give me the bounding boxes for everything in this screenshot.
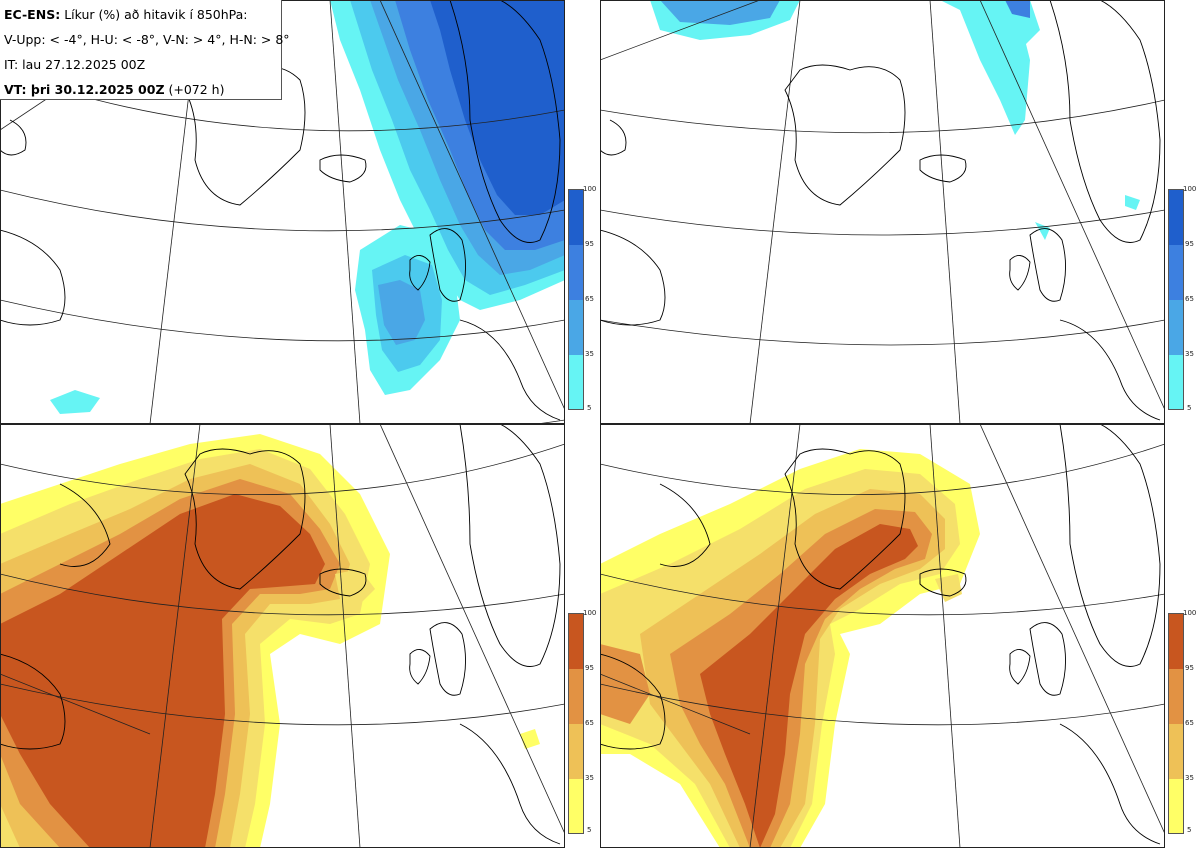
- colorbar-warm-bottom-right: [1168, 613, 1184, 834]
- colorbar-tick: 35: [1185, 350, 1194, 358]
- colorbar-segment: [569, 355, 583, 409]
- map-canvas-bottom-left: [0, 424, 565, 848]
- valid-time: VT: þri 30.12.2025 00Z: [4, 82, 165, 97]
- colorbar-tick: 95: [1185, 664, 1194, 672]
- map-canvas-bottom-right: [600, 424, 1165, 848]
- colorbar-tick: 35: [585, 350, 594, 358]
- colorbar-tick: 65: [585, 719, 594, 727]
- info-valid-line: VT: þri 30.12.2025 00Z (+072 h): [4, 79, 281, 104]
- map-canvas-top-left: [0, 0, 565, 424]
- colorbar-tick: 35: [1185, 774, 1194, 782]
- colorbar-segment: [1169, 245, 1183, 300]
- colorbar-segment: [1169, 724, 1183, 779]
- colorbar-tick: 5: [1187, 404, 1192, 412]
- graticule: [600, 424, 1165, 848]
- colorbar-segment: [1169, 669, 1183, 724]
- colorbar-tick: 5: [587, 404, 592, 412]
- colorbar-segment: [569, 779, 583, 833]
- colorbar-segment: [569, 614, 583, 669]
- map-panel-top-right: [600, 0, 1165, 424]
- threshold-legend: V-Upp: < -4°, H-U: < -8°, V-N: > 4°, H-N…: [4, 32, 290, 47]
- colorbar-cold-top-left: [568, 189, 584, 410]
- colorbar-segment: [569, 190, 583, 245]
- colorbar-tick: 95: [585, 240, 594, 248]
- coastlines: [600, 424, 1161, 845]
- map-panel-top-left: [0, 0, 565, 424]
- colorbar-tick: 100: [1183, 185, 1197, 193]
- colorbar-tick: 95: [1185, 240, 1194, 248]
- colorbar-cold-top-right: [1168, 189, 1184, 410]
- graticule: [0, 424, 565, 848]
- colorbar-tick: 5: [587, 826, 592, 834]
- colorbar-segment: [1169, 614, 1183, 669]
- init-time: IT: lau 27.12.2025 00Z: [4, 57, 146, 72]
- colorbar-tick: 100: [1183, 609, 1197, 617]
- model-label: EC-ENS:: [4, 7, 61, 22]
- graticule: [600, 0, 1165, 424]
- colorbar-segment: [1169, 190, 1183, 245]
- colorbar-warm-bottom-left: [568, 613, 584, 834]
- info-legend-box: EC-ENS: Líkur (%) að hitavik í 850hPa: V…: [0, 0, 290, 100]
- coastlines: [600, 0, 1161, 421]
- colorbar-segment: [569, 724, 583, 779]
- colorbar-tick: 5: [1187, 826, 1192, 834]
- cold-probability-field: [50, 0, 565, 414]
- colorbar-tick: 95: [585, 664, 594, 672]
- colorbar-tick: 100: [583, 185, 597, 193]
- warm-probability-field: [600, 449, 980, 848]
- coastlines: [0, 424, 561, 845]
- warm-probability-field: [0, 434, 540, 848]
- map-panel-bottom-right: [600, 424, 1165, 848]
- colorbar-segment: [569, 669, 583, 724]
- colorbar-segment: [1169, 355, 1183, 409]
- colorbar-segment: [569, 245, 583, 300]
- colorbar-segment: [1169, 300, 1183, 355]
- colorbar-tick: 65: [1185, 295, 1194, 303]
- colorbar-segment: [569, 300, 583, 355]
- lead-time: (+072 h): [168, 82, 225, 97]
- colorbar-tick: 65: [585, 295, 594, 303]
- colorbar-tick: 35: [585, 774, 594, 782]
- map-panel-bottom-left: [0, 424, 565, 848]
- info-title-line: EC-ENS: Líkur (%) að hitavik í 850hPa:: [4, 4, 281, 29]
- product-title: Líkur (%) að hitavik í 850hPa:: [64, 7, 248, 22]
- map-canvas-top-right: [600, 0, 1165, 424]
- cold-probability-field: [650, 0, 1140, 240]
- colorbar-tick: 100: [583, 609, 597, 617]
- colorbar-segment: [1169, 779, 1183, 833]
- colorbar-tick: 65: [1185, 719, 1194, 727]
